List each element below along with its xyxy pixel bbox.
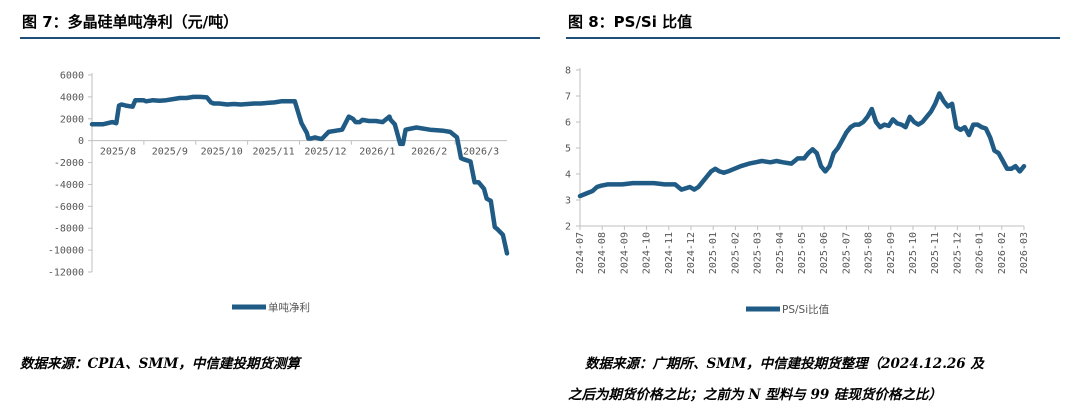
- right-x-tick-label: 2025-11: [930, 232, 941, 274]
- right-x-tick-label: 2026-01: [975, 232, 986, 274]
- right-x-tick-label: 2026-02: [997, 232, 1008, 274]
- left-y-tick-label: -2000: [54, 158, 84, 169]
- left-title-rule: [20, 37, 540, 39]
- right-y-tick-label: 4: [565, 170, 571, 181]
- right-x-tick-label: 2025-04: [775, 232, 786, 274]
- right-x-tick-label: 2024-09: [619, 232, 630, 274]
- right-x-tick-label: 2025-01: [708, 232, 719, 274]
- left-figure-title: 图 7：多晶硅单吨净利（元/吨）: [22, 13, 239, 31]
- right-y-tick-label: 7: [565, 92, 571, 103]
- left-y-tick-label: 2000: [60, 114, 84, 125]
- right-x-tick-label: 2024-07: [575, 232, 586, 274]
- right-x-tick-label: 2026-03: [1019, 232, 1030, 274]
- left-y-tick-label: -6000: [54, 202, 84, 213]
- left-x-tick-label: 2026/1: [359, 147, 395, 158]
- left-x-tick-label: 2025/11: [252, 147, 294, 158]
- left-x-tick-label: 2026/2: [411, 147, 447, 158]
- right-x-tick-label: 2025-07: [841, 232, 852, 274]
- right-figure-title: 图 8：PS/Si 比值: [568, 13, 693, 31]
- left-y-tick-label: 6000: [60, 71, 84, 82]
- left-y-tick-label: -12000: [48, 268, 84, 279]
- right-x-tick-label: 2025-06: [819, 232, 830, 274]
- right-y-tick-label: 6: [565, 118, 571, 129]
- right-legend-label: PS/Si比值: [782, 303, 830, 316]
- left-y-tick-label: 4000: [60, 92, 84, 103]
- right-x-tick-label: 2025-02: [730, 232, 741, 274]
- left-x-tick-label: 2025/10: [201, 147, 243, 158]
- right-title-rule: [566, 37, 1060, 39]
- left-legend: 单吨净利: [232, 301, 310, 314]
- right-x-tick-label: 2025-05: [797, 232, 808, 274]
- right-y-tick-label: 2: [565, 222, 571, 233]
- ps-si-ratio-line: [577, 91, 1027, 199]
- left-source-note: 数据来源：CPIA、SMM，中信建投期货测算: [20, 356, 300, 372]
- right-x-tick-label: 2025-08: [864, 232, 875, 274]
- net-profit-chart: 6000 4000 2000 0 -2000 -4000 -6000 -8000 -10000 -…: [48, 71, 510, 314]
- ps-si-ratio-chart: 8 7 6 5 4 3 2 2024-07 2024-08 2024-09 2024-10 2024…: [565, 66, 1030, 317]
- left-x-tick-label: 2025/9: [152, 147, 188, 158]
- right-y-tick-label: 3: [565, 196, 571, 207]
- right-x-tick-label: 2025-09: [886, 232, 897, 274]
- right-x-tick-label: 2025-12: [952, 232, 963, 274]
- right-x-tick-label: 2024-08: [597, 232, 608, 274]
- left-x-tick-label: 2025/12: [304, 147, 346, 158]
- net-profit-line: [89, 94, 510, 256]
- right-x-tick-label: 2024-11: [664, 232, 675, 274]
- right-x-tick-label: 2024-10: [642, 232, 653, 274]
- right-source-note-line2: 之后为期货价格之比；之前为 N 型料与 99 硅现货价格之比）: [568, 387, 942, 403]
- left-y-tick-label: -8000: [54, 224, 84, 235]
- left-y-tick-label: -4000: [54, 180, 84, 191]
- right-y-tick-label: 5: [565, 144, 571, 155]
- left-x-tick-label: 2025/8: [100, 147, 136, 158]
- right-y-tick-label: 8: [565, 66, 571, 77]
- right-x-tick-label: 2025-10: [908, 232, 919, 274]
- right-source-note-line1: 数据来源：广期所、SMM，中信建投期货整理（2024.12.26 及: [585, 356, 984, 372]
- right-legend: PS/Si比值: [746, 303, 830, 316]
- left-y-tick-label: 0: [78, 136, 84, 147]
- left-y-tick-label: -10000: [48, 246, 84, 257]
- left-legend-label: 单吨净利: [268, 301, 310, 314]
- right-x-tick-label: 2025-03: [753, 232, 764, 274]
- right-x-tick-label: 2024-12: [686, 232, 697, 274]
- left-x-tick-label: 2026/3: [463, 147, 499, 158]
